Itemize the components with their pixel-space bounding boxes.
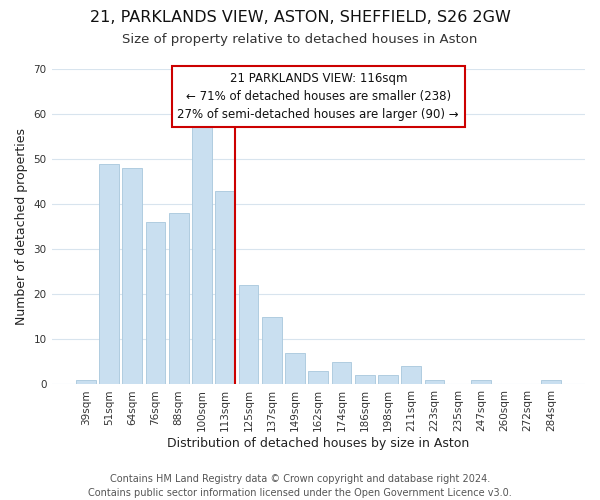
- Bar: [285, 353, 305, 384]
- Bar: [239, 286, 259, 384]
- Text: 21 PARKLANDS VIEW: 116sqm
← 71% of detached houses are smaller (238)
27% of semi: 21 PARKLANDS VIEW: 116sqm ← 71% of detac…: [178, 72, 459, 121]
- X-axis label: Distribution of detached houses by size in Aston: Distribution of detached houses by size …: [167, 437, 469, 450]
- Text: Size of property relative to detached houses in Aston: Size of property relative to detached ho…: [122, 32, 478, 46]
- Text: 21, PARKLANDS VIEW, ASTON, SHEFFIELD, S26 2GW: 21, PARKLANDS VIEW, ASTON, SHEFFIELD, S2…: [89, 10, 511, 25]
- Bar: [541, 380, 561, 384]
- Bar: [146, 222, 166, 384]
- Bar: [262, 317, 281, 384]
- Text: Contains HM Land Registry data © Crown copyright and database right 2024.
Contai: Contains HM Land Registry data © Crown c…: [88, 474, 512, 498]
- Bar: [215, 190, 235, 384]
- Bar: [332, 362, 352, 384]
- Bar: [355, 376, 374, 384]
- Bar: [378, 376, 398, 384]
- Bar: [471, 380, 491, 384]
- Bar: [76, 380, 95, 384]
- Bar: [192, 123, 212, 384]
- Bar: [308, 371, 328, 384]
- Y-axis label: Number of detached properties: Number of detached properties: [15, 128, 28, 325]
- Bar: [169, 213, 188, 384]
- Bar: [425, 380, 445, 384]
- Bar: [122, 168, 142, 384]
- Bar: [99, 164, 119, 384]
- Bar: [401, 366, 421, 384]
